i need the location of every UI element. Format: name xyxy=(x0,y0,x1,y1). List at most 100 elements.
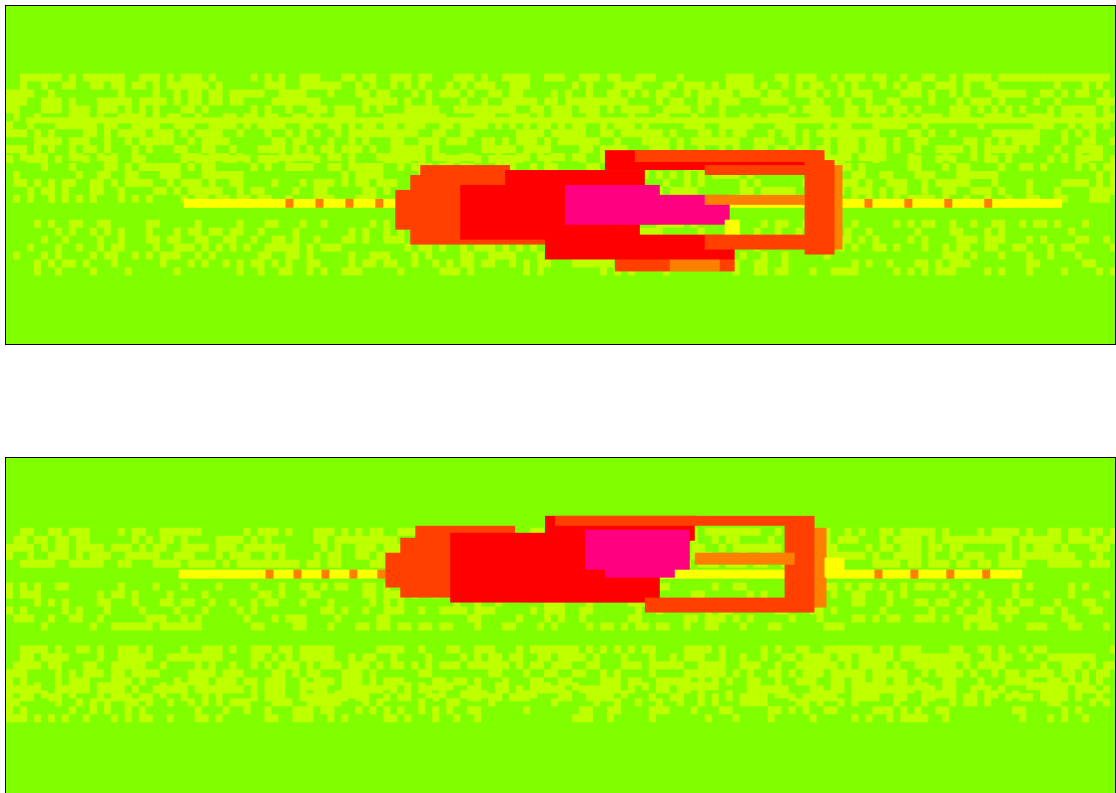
heatmap-cell xyxy=(824,557,845,578)
heatmap-cell xyxy=(502,145,510,154)
heatmap-cell xyxy=(173,235,181,244)
heatmap-cell xyxy=(788,186,796,195)
heatmap-cell xyxy=(942,598,950,607)
heatmap-cell xyxy=(306,243,314,252)
heatmap-cell xyxy=(159,622,167,631)
heatmap-cell xyxy=(124,645,132,654)
heatmap-cell xyxy=(159,661,167,670)
heatmap-cell xyxy=(816,606,824,615)
heatmap-cell xyxy=(40,163,48,172)
heatmap-cell xyxy=(914,89,922,98)
heatmap-cell xyxy=(669,97,677,106)
heatmap-cell xyxy=(187,89,195,98)
heatmap-cell xyxy=(599,645,607,654)
heatmap-cell xyxy=(851,145,859,154)
heatmap-cell xyxy=(523,669,531,678)
heatmap-cell xyxy=(1082,685,1090,694)
heatmap-cell xyxy=(495,89,503,98)
heatmap-cell xyxy=(921,121,929,130)
heatmap-cell xyxy=(998,137,1006,146)
heatmap-cell xyxy=(75,677,83,686)
heatmap-cell xyxy=(327,121,335,130)
heatmap-cell xyxy=(760,259,768,268)
heatmap-cell xyxy=(432,259,440,268)
heatmap-cell xyxy=(418,706,426,715)
heatmap-cell xyxy=(1110,186,1115,195)
heatmap-cell xyxy=(676,693,684,702)
heatmap-cell xyxy=(865,97,873,106)
heatmap-cell xyxy=(760,251,768,260)
heatmap-cell xyxy=(1040,535,1048,544)
heatmap-cell xyxy=(110,81,118,90)
heatmap-cell xyxy=(299,178,307,187)
heatmap-cell xyxy=(194,543,202,552)
heatmap-cell xyxy=(222,259,230,268)
heatmap-cell xyxy=(173,145,181,154)
heatmap-cell xyxy=(655,677,663,686)
heatmap-cell xyxy=(949,535,957,544)
heatmap-cell xyxy=(355,706,363,715)
heatmap-cell xyxy=(138,669,146,678)
heatmap-cell xyxy=(907,645,915,654)
heatmap-cell xyxy=(606,89,614,98)
heatmap-cell xyxy=(362,693,370,702)
heatmap-cell xyxy=(159,137,167,146)
heatmap-cell xyxy=(914,527,922,536)
heatmap-cell xyxy=(809,685,817,694)
heatmap-cell xyxy=(453,73,461,82)
heatmap-cell xyxy=(446,267,454,276)
heatmap-cell xyxy=(739,698,747,707)
heatmap-cell xyxy=(914,155,922,164)
heatmap-cell xyxy=(781,251,789,260)
heatmap-cell xyxy=(900,178,908,187)
heatmap-cell xyxy=(1089,129,1097,138)
heatmap-cell xyxy=(159,598,167,607)
heatmap-cell xyxy=(537,145,545,154)
heatmap-cell xyxy=(837,653,845,662)
heatmap-cell xyxy=(327,598,335,607)
heatmap-cell xyxy=(117,97,125,106)
heatmap-cell xyxy=(865,178,873,187)
heatmap-cell xyxy=(662,706,670,715)
heatmap-cell xyxy=(537,267,545,276)
heatmap-cell xyxy=(627,121,635,130)
heatmap-cell xyxy=(271,121,279,130)
heatmap-cell xyxy=(711,622,719,631)
heatmap-cell xyxy=(19,677,27,686)
heatmap-cell xyxy=(886,645,894,654)
heatmap-cell xyxy=(432,677,440,686)
heatmap-cell xyxy=(606,714,614,723)
heatmap-cell xyxy=(460,121,468,130)
heatmap-cell xyxy=(390,137,398,146)
heatmap-cell xyxy=(781,97,789,106)
heatmap-cell xyxy=(844,535,852,544)
heatmap-cell xyxy=(82,535,90,544)
heatmap-cell xyxy=(620,129,628,138)
heatmap-cell xyxy=(781,267,789,276)
heatmap-cell xyxy=(928,693,936,702)
heatmap-cell xyxy=(26,559,34,568)
heatmap-cell xyxy=(180,645,188,654)
heatmap-cell xyxy=(355,163,363,172)
heatmap-cell xyxy=(33,73,41,82)
heatmap-cell xyxy=(1012,606,1020,615)
heatmap-cell xyxy=(1040,669,1048,678)
heatmap-cell xyxy=(1103,113,1111,122)
heatmap-cell xyxy=(802,698,810,707)
heatmap-cell xyxy=(718,645,726,654)
heatmap-cell xyxy=(355,129,363,138)
heatmap-cell xyxy=(187,227,195,236)
heatmap-cell xyxy=(921,614,929,623)
heatmap-cell xyxy=(935,259,943,268)
heatmap-cell xyxy=(1103,194,1111,203)
heatmap-cell xyxy=(369,121,377,130)
heatmap-cell xyxy=(96,105,104,114)
heatmap-cell xyxy=(292,251,300,260)
heatmap-cell xyxy=(446,121,454,130)
heatmap-cell xyxy=(131,669,139,678)
heatmap-cell xyxy=(383,645,391,654)
heatmap-cell xyxy=(6,706,13,715)
heatmap-cell xyxy=(823,690,831,699)
heatmap-cell xyxy=(872,559,880,568)
heatmap-cell xyxy=(103,598,111,607)
